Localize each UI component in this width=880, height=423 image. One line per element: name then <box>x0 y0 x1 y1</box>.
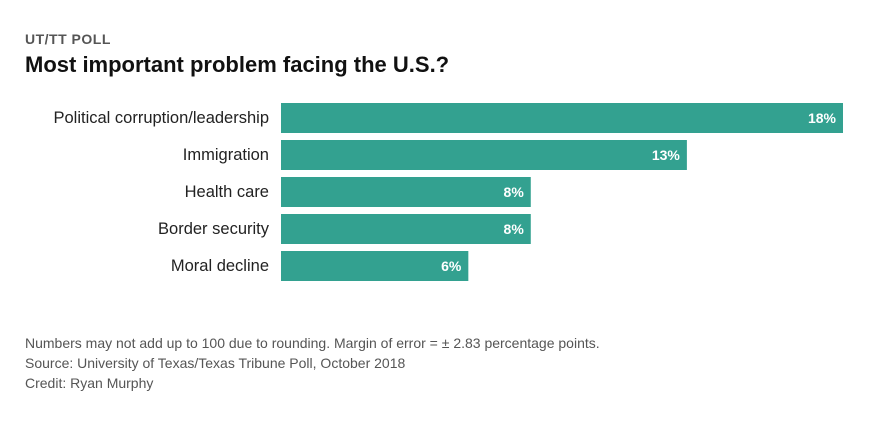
category-label-border-security: Border security <box>158 220 270 238</box>
category-label-health-care: Health care <box>185 183 269 201</box>
value-label-border-security: 8% <box>504 221 525 237</box>
bar-border-security <box>281 214 531 244</box>
rounding-note: Numbers may not add up to 100 due to rou… <box>25 335 600 351</box>
bar-health-care <box>281 177 531 207</box>
bar-moral-decline <box>281 251 469 281</box>
chart-notes: Numbers may not add up to 100 due to rou… <box>25 333 600 393</box>
chart-title: Most important problem facing the U.S.? <box>25 52 450 77</box>
category-label-moral-decline: Moral decline <box>171 257 269 275</box>
bar-immigration <box>281 140 687 170</box>
value-label-moral-decline: 6% <box>441 258 462 274</box>
chart-kicker: UT/TT POLL <box>25 31 111 47</box>
credit-note: Credit: Ryan Murphy <box>25 375 154 391</box>
value-label-immigration: 13% <box>652 147 681 163</box>
bar-political-corruption-leadership <box>281 103 843 133</box>
bar-chart: Political corruption/leadership 18% Immigr… <box>53 103 843 281</box>
value-label-political-corruption-leadership: 18% <box>808 110 837 126</box>
source-note: Source: University of Texas/Texas Tribun… <box>25 355 406 371</box>
value-label-health-care: 8% <box>504 184 525 200</box>
category-label-immigration: Immigration <box>183 146 269 164</box>
category-label-political-corruption-leadership: Political corruption/leadership <box>53 109 269 127</box>
